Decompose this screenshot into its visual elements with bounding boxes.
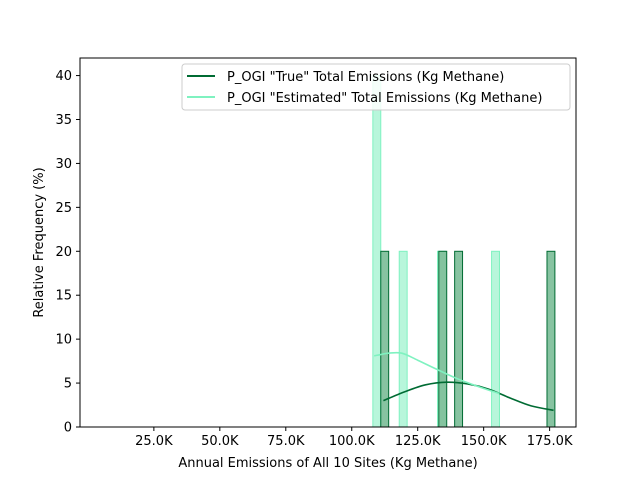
y-tick-label-6: 30 bbox=[55, 157, 72, 172]
y-tick-label-3: 15 bbox=[55, 289, 72, 304]
x-tick-label-5: 150.0K bbox=[461, 434, 507, 449]
y-tick-label-7: 35 bbox=[55, 113, 72, 128]
x-tick-label-3: 100.0K bbox=[329, 434, 375, 449]
true-bar-3 bbox=[546, 250, 556, 428]
true-bar-1 bbox=[438, 250, 448, 428]
bars-layer bbox=[372, 75, 556, 428]
estimated-bar-0 bbox=[372, 75, 382, 428]
x-axis-label: Annual Emissions of All 10 Sites (Kg Met… bbox=[178, 456, 477, 471]
y-tick-label-5: 25 bbox=[55, 201, 72, 216]
y-axis-label: Relative Frequency (%) bbox=[32, 167, 47, 317]
x-tick-label-1: 50.0K bbox=[201, 434, 239, 449]
y-tick-label-4: 20 bbox=[55, 245, 72, 260]
plot-frame bbox=[79, 57, 577, 428]
legend: P_OGI "True" Total Emissions (Kg Methane… bbox=[181, 63, 571, 111]
x-tick-label-2: 75.0K bbox=[267, 434, 305, 449]
estimated-bar-3 bbox=[491, 250, 500, 428]
true-kde-line bbox=[383, 381, 554, 412]
estimated-bar-1 bbox=[398, 250, 408, 428]
y-tick-label-8: 40 bbox=[55, 69, 72, 84]
x-tick-label-6: 175.0K bbox=[527, 434, 573, 449]
true-bar-2 bbox=[454, 250, 464, 428]
legend-label-estimated: P_OGI "Estimated" Total Emissions (Kg Me… bbox=[227, 91, 542, 106]
legend-box bbox=[181, 63, 571, 111]
x-tick-label-0: 25.0K bbox=[135, 434, 173, 449]
estimated-kde-line bbox=[374, 351, 500, 395]
y-tick-label-2: 10 bbox=[55, 333, 72, 348]
kde-layer bbox=[374, 351, 554, 412]
x-tick-label-4: 125.0K bbox=[395, 434, 441, 449]
x-axis: 25.0K 50.0K 75.0K 100.0K 125.0K 150.0K 175.0K bbox=[135, 427, 573, 449]
legend-label-true: P_OGI "True" Total Emissions (Kg Methane… bbox=[227, 70, 504, 85]
y-tick-label-1: 5 bbox=[64, 377, 72, 392]
y-axis: 0 5 10 15 20 25 30 35 40 bbox=[55, 69, 80, 436]
y-tick-label-0: 0 bbox=[64, 421, 72, 436]
